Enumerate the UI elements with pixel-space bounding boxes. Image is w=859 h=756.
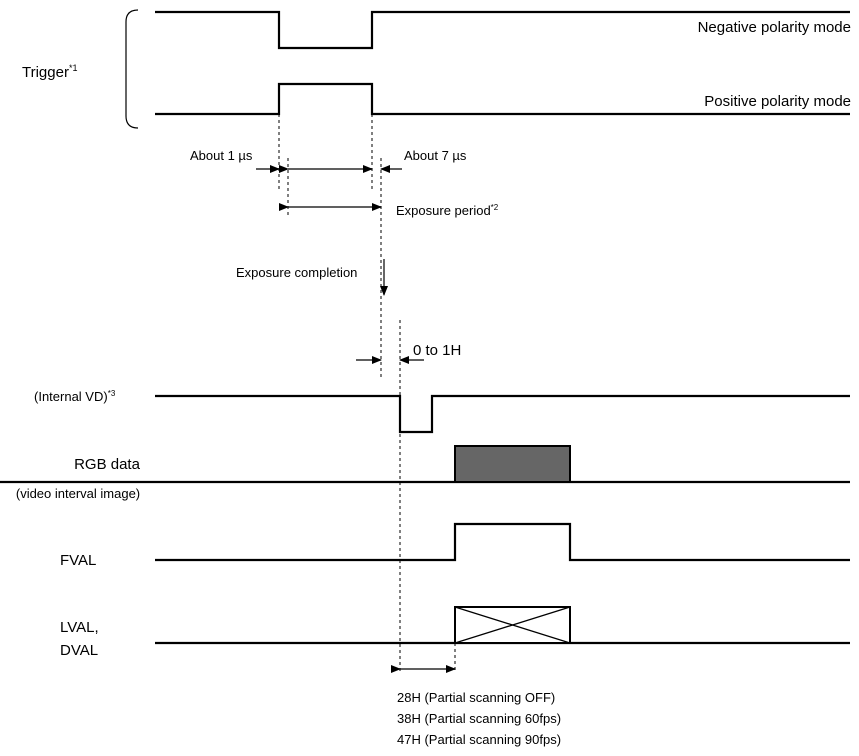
positive-polarity-waveform <box>155 82 850 116</box>
negative-polarity-waveform <box>155 10 850 50</box>
trigger-label: Trigger*1 <box>22 63 77 81</box>
internal-vd-waveform <box>155 394 850 434</box>
lval-active-box <box>454 606 571 644</box>
rgb-data-block <box>454 445 571 483</box>
rgb-data-sublabel: (video interval image) <box>16 486 140 501</box>
about-1us-label: About 1 µs <box>190 148 253 163</box>
delay-partial-off: 28H (Partial scanning OFF) <box>397 690 555 705</box>
exposure-period-label: Exposure period*2 <box>396 203 499 218</box>
zero-to-1h-label: 0 to 1H <box>413 342 461 359</box>
dval-label: DVAL <box>60 642 98 659</box>
negative-polarity-label: Negative polarity mode <box>698 19 851 36</box>
delay-partial-60fps: 38H (Partial scanning 60fps) <box>397 711 561 726</box>
lval-label: LVAL, <box>60 619 99 636</box>
delay-partial-90fps: 47H (Partial scanning 90fps) <box>397 732 561 747</box>
positive-polarity-label: Positive polarity mode <box>704 93 851 110</box>
internal-vd-label: (Internal VD)*3 <box>34 389 116 404</box>
about-7us-label: About 7 µs <box>404 148 467 163</box>
rgb-data-label: RGB data <box>74 456 141 473</box>
trigger-bracket <box>125 9 139 129</box>
fval-label: FVAL <box>60 552 96 569</box>
trigger-note-mark: *1 <box>69 63 78 73</box>
exposure-period-mark: *2 <box>491 203 499 212</box>
fval-waveform <box>155 522 850 562</box>
exposure-completion-label: Exposure completion <box>236 265 357 280</box>
internal-vd-mark: *3 <box>108 389 116 398</box>
